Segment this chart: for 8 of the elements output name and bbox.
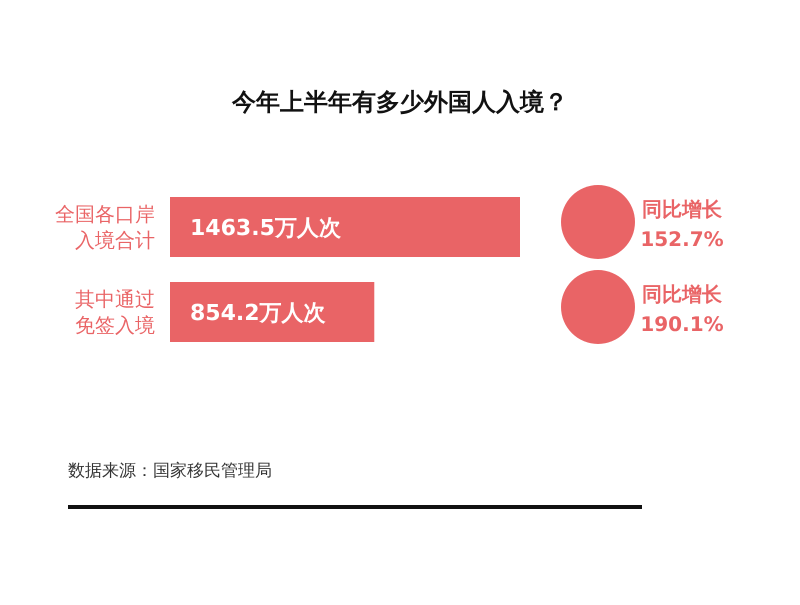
data-label: 854.2万人次 [190, 301, 327, 326]
data-label: 1463.5万人次 [190, 216, 342, 241]
text: 同比增长 152.7% [640, 197, 724, 251]
chart-title: 今年上半年有多少外国人入境？ [231, 88, 568, 116]
y-tick-label: 全国各口岸入境合计 [55, 202, 155, 252]
text: 同比增长 190.1% [640, 282, 724, 336]
y-tick-label: 其中通过免签入境 [75, 287, 155, 337]
source-note: 数据来源：国家移民管理局 [68, 461, 272, 481]
